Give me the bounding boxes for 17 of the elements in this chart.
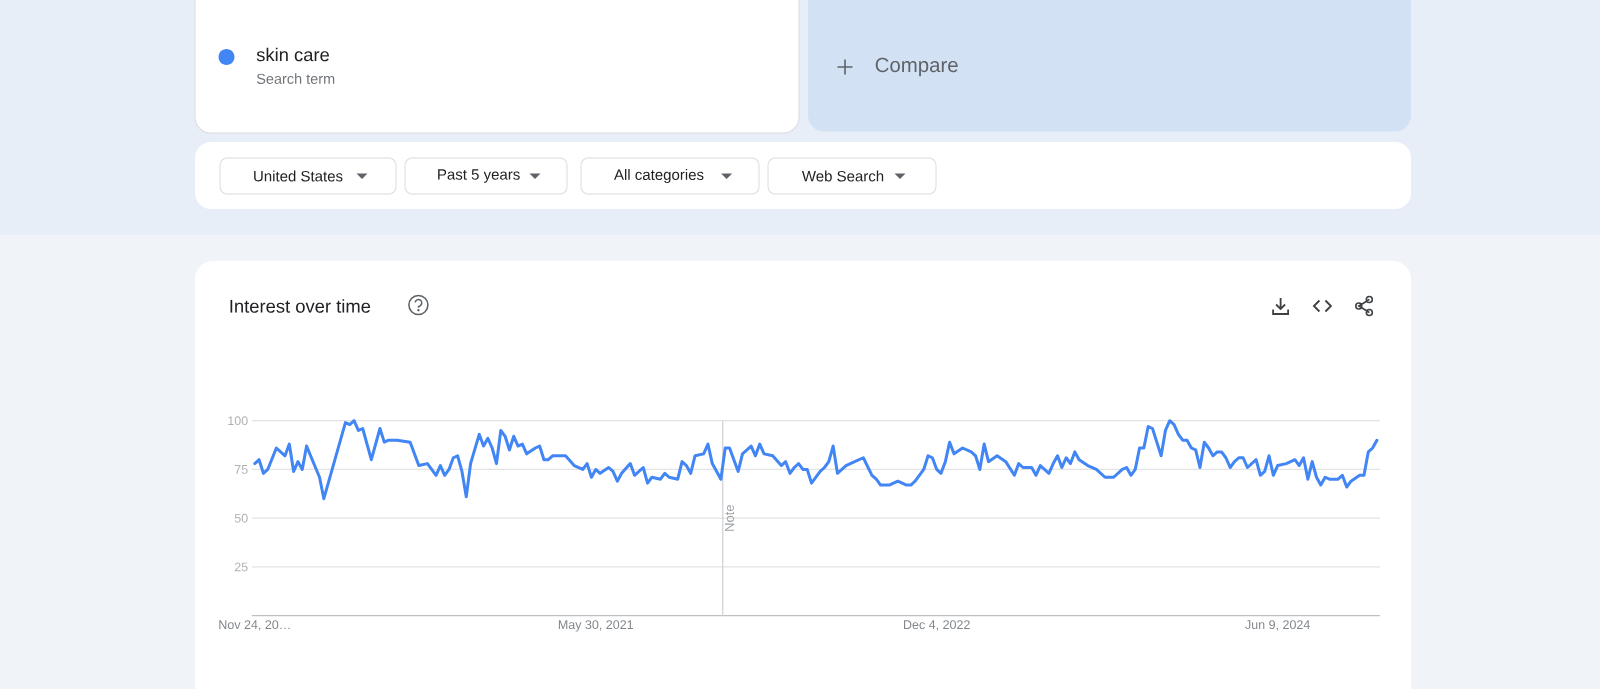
- ref-line-label: Note: [724, 505, 735, 531]
- text: All categories: [614, 169, 704, 183]
- y-tick-label: 100: [228, 416, 248, 426]
- x-tick-label: May 30, 2021: [558, 620, 633, 632]
- x-tick-label: Nov 24, 20…: [219, 620, 290, 631]
- x-tick-label: Jun 9, 2024: [1245, 620, 1310, 631]
- y-tick-label: 25: [234, 562, 248, 572]
- y-tick-label: 50: [234, 513, 248, 523]
- text: Compare: [875, 57, 958, 77]
- text: Web Search: [801, 170, 884, 182]
- legend-label: skin care: [256, 47, 329, 62]
- text: Past 5 years: [438, 169, 520, 183]
- text: United States: [254, 170, 343, 182]
- text: Search term: [256, 73, 335, 84]
- x-tick-label: Dec 4, 2022: [904, 620, 970, 631]
- y-tick-label: 75: [234, 465, 248, 474]
- chart-title: Interest over time: [230, 299, 371, 313]
